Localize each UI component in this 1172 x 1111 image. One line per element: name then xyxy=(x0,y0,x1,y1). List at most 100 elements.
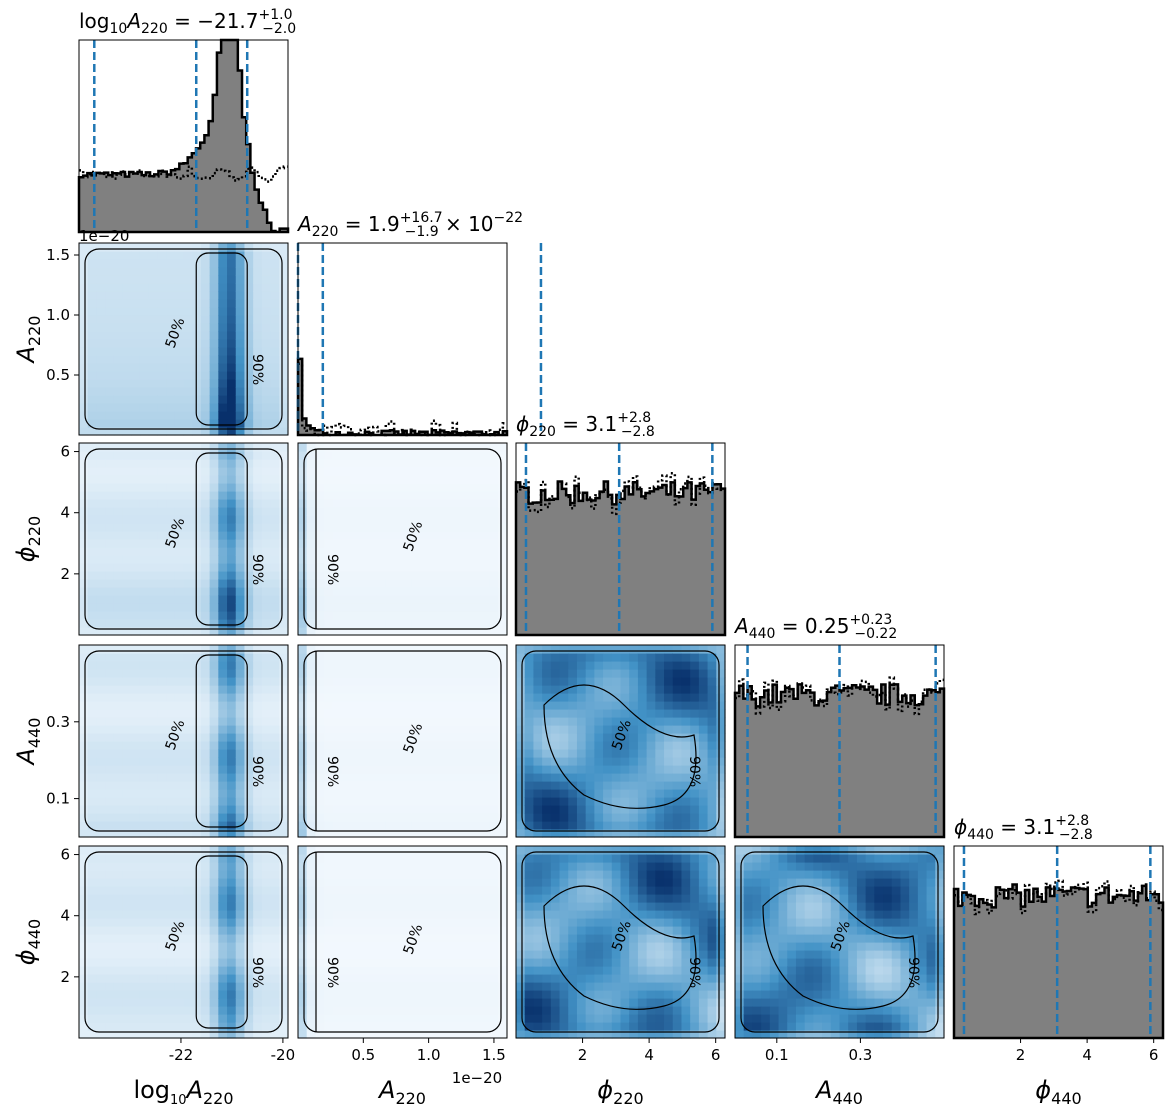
density-cell xyxy=(227,725,237,734)
density-cell xyxy=(192,1030,202,1039)
density-cell xyxy=(568,701,578,710)
density-cell xyxy=(306,773,317,782)
density-cell xyxy=(472,443,482,452)
density-cell xyxy=(166,942,176,951)
density-cell xyxy=(376,595,386,604)
density-cell xyxy=(174,862,185,871)
density-cell xyxy=(350,483,360,492)
density-cell xyxy=(113,579,124,588)
density-cell xyxy=(253,371,263,380)
density-cell xyxy=(113,243,124,252)
density-cell xyxy=(261,603,272,612)
density-cell xyxy=(253,411,263,420)
density-cell xyxy=(341,653,351,662)
density-cell xyxy=(376,611,386,620)
density-cell xyxy=(463,749,473,758)
density-cell xyxy=(594,685,604,694)
density-cell xyxy=(350,669,360,678)
density-panel-log10A220-A440 xyxy=(78,644,289,838)
density-cell xyxy=(367,982,377,991)
density-cell xyxy=(681,805,691,814)
density-cell xyxy=(402,862,412,871)
density-cell xyxy=(533,669,543,678)
density-cell xyxy=(131,483,141,492)
density-cell xyxy=(166,403,176,412)
density-cell xyxy=(454,958,465,967)
density-cell xyxy=(96,958,106,967)
density-cell xyxy=(446,531,456,540)
density-cell xyxy=(157,483,167,492)
density-cell xyxy=(261,403,272,412)
density-cell xyxy=(629,669,639,678)
density-cell xyxy=(480,813,491,822)
density-cell xyxy=(437,797,447,806)
density-cell xyxy=(332,934,343,943)
density-cell xyxy=(385,749,395,758)
density-cell xyxy=(620,974,630,983)
density-cell xyxy=(279,467,289,476)
density-cell xyxy=(96,307,106,316)
density-cell xyxy=(192,387,202,396)
density-cell xyxy=(166,645,176,654)
density-cell xyxy=(279,379,289,388)
density-cell xyxy=(559,797,569,806)
density-cell xyxy=(244,990,254,999)
density-cell xyxy=(261,531,272,540)
density-cell xyxy=(498,443,508,452)
density-cell xyxy=(533,990,543,999)
density-cell xyxy=(385,918,395,927)
density-cell xyxy=(148,243,158,252)
density-cell xyxy=(446,523,456,532)
density-cell xyxy=(227,499,237,508)
contour-50 xyxy=(543,684,697,809)
density-cell xyxy=(166,323,176,332)
density-cell xyxy=(183,870,193,879)
density-cell xyxy=(341,709,351,718)
density-cell xyxy=(298,910,308,919)
density-cell xyxy=(139,725,150,734)
density-cell xyxy=(393,693,404,702)
density-cell xyxy=(550,854,561,863)
density-cell xyxy=(306,661,317,670)
density-cell xyxy=(139,347,150,356)
density-cell xyxy=(315,894,325,903)
density-cell xyxy=(437,789,447,798)
density-cell xyxy=(200,733,211,742)
density-cell xyxy=(79,645,89,654)
density-cell xyxy=(437,950,447,959)
density-cell xyxy=(542,878,552,887)
density-cell xyxy=(428,579,438,588)
density-cell xyxy=(139,1006,150,1015)
density-cell xyxy=(253,555,263,564)
density-cell xyxy=(122,725,132,734)
density-cell xyxy=(244,709,254,718)
density-cell xyxy=(315,990,325,999)
density-cell xyxy=(113,966,124,975)
density-cell xyxy=(594,854,604,863)
density-cell xyxy=(393,862,404,871)
density-cell xyxy=(568,749,578,758)
density-cell xyxy=(332,805,343,814)
density-cell xyxy=(646,829,656,838)
density-cell xyxy=(279,459,289,468)
density-cell xyxy=(235,595,246,604)
density-cell xyxy=(157,773,167,782)
density-cell xyxy=(113,395,124,404)
density-cell xyxy=(96,579,106,588)
density-cell xyxy=(629,733,639,742)
density-cell xyxy=(472,603,482,612)
density-cell xyxy=(385,1022,395,1031)
density-cell xyxy=(96,611,106,620)
density-cell xyxy=(533,757,543,766)
density-cell xyxy=(350,645,360,654)
density-cell xyxy=(227,475,237,484)
density-cell xyxy=(96,267,106,276)
density-cell xyxy=(209,733,219,742)
density-cell xyxy=(341,781,351,790)
density-cell xyxy=(480,483,491,492)
density-cell xyxy=(620,942,630,951)
density-cell xyxy=(716,757,726,766)
density-cell xyxy=(480,886,491,895)
density-cell xyxy=(298,443,308,452)
density-cell xyxy=(716,821,726,830)
